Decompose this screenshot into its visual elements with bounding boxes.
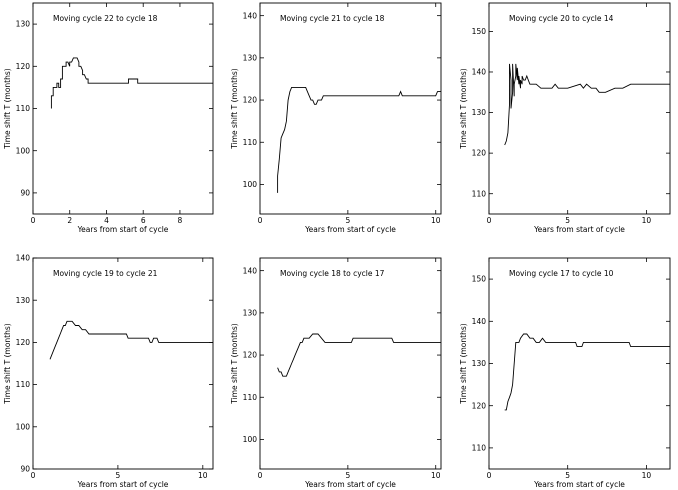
chart-panel-4: 0 5 10 90 100 110 120 130 140 Moving cycle 19 to …	[3, 254, 214, 489]
y-tick-label: 100	[16, 146, 31, 155]
x-tick-label: 0	[31, 216, 36, 225]
y-axis-label: Time shift T (months)	[230, 68, 239, 149]
series-line	[277, 86, 441, 193]
x-tick-label: 5	[565, 471, 570, 480]
y-tick-label: 140	[472, 68, 487, 77]
x-tick-label: 2	[67, 216, 72, 225]
y-tick-label: 130	[472, 359, 487, 368]
y-tick-label: 130	[243, 53, 258, 62]
y-tick-label: 140	[472, 317, 487, 326]
y-tick-label: 130	[472, 108, 487, 117]
x-tick-label: 0	[487, 471, 492, 480]
plot-frame	[32, 257, 214, 470]
x-axis-label: Years from start of cycle	[304, 225, 396, 234]
y-tick-label: 120	[243, 96, 258, 105]
series-line	[504, 63, 670, 146]
y-tick-label: 130	[16, 20, 31, 29]
y-tick-label: 100	[243, 435, 258, 444]
chart-title: Moving cycle 17 to cycle 10	[509, 269, 614, 278]
chart-title: Moving cycle 21 to cycle 18	[280, 14, 385, 23]
x-axis-label: Years from start of cycle	[304, 480, 396, 489]
y-tick-label: 120	[472, 149, 487, 158]
x-tick-label: 4	[104, 216, 109, 225]
y-tick-label: 110	[472, 189, 487, 198]
series-line	[49, 320, 213, 360]
x-tick-label: 5	[345, 216, 350, 225]
y-tick-label: 150	[472, 275, 487, 284]
y-axis-label: Time shift T (months)	[3, 323, 12, 404]
y-tick-label: 120	[16, 338, 31, 347]
series-line	[277, 333, 441, 377]
chart-panel-2: 0 5 10 100 110 120 130 140 Moving cycle 21 to cy…	[230, 2, 442, 234]
x-tick-label: 0	[258, 471, 263, 480]
y-tick-label: 140	[243, 266, 258, 275]
y-tick-label: 110	[16, 380, 31, 389]
y-tick-label: 120	[243, 351, 258, 360]
chart-panel-5: 0 5 10 100 110 120 130 140 Moving cycle 18 to cy…	[230, 257, 442, 489]
x-tick-label: 8	[178, 216, 183, 225]
x-tick-label: 0	[487, 216, 492, 225]
x-tick-label: 5	[116, 471, 121, 480]
x-tick-label: 0	[31, 471, 36, 480]
x-tick-label: 0	[258, 216, 263, 225]
x-axis-label: Years from start of cycle	[77, 225, 169, 234]
chart-title: Moving cycle 19 to cycle 21	[53, 269, 158, 278]
x-tick-label: 10	[198, 471, 208, 480]
x-tick-label: 10	[431, 471, 441, 480]
plot-frame	[32, 2, 214, 215]
y-tick-label: 120	[16, 62, 31, 71]
y-axis-label: Time shift T (months)	[459, 323, 468, 404]
y-tick-label: 150	[472, 27, 487, 36]
y-tick-label: 130	[16, 296, 31, 305]
x-tick-label: 10	[431, 216, 441, 225]
x-tick-label: 5	[345, 471, 350, 480]
y-axis-label: Time shift T (months)	[3, 68, 12, 149]
chart-panel-3: 0 5 10 110 120 130 140 150 Moving cycle 20 to cy…	[459, 2, 671, 234]
y-tick-label: 140	[16, 254, 31, 263]
chart-title: Moving cycle 18 to cycle 17	[280, 269, 385, 278]
y-tick-label: 140	[243, 11, 258, 20]
chart-title: Moving cycle 20 to cycle 14	[509, 14, 614, 23]
chart-title: Moving cycle 22 to cycle 18	[53, 14, 158, 23]
x-tick-label: 6	[141, 216, 146, 225]
y-tick-label: 100	[243, 180, 258, 189]
x-tick-label: 10	[642, 471, 652, 480]
x-tick-label: 5	[565, 216, 570, 225]
y-tick-label: 90	[20, 189, 30, 198]
plot-frame	[259, 2, 442, 215]
y-axis-label: Time shift T (months)	[230, 323, 239, 404]
plot-frame	[488, 257, 671, 470]
y-tick-label: 120	[472, 401, 487, 410]
x-axis-label: Years from start of cycle	[533, 480, 625, 489]
x-axis-label: Years from start of cycle	[533, 225, 625, 234]
y-axis-label: Time shift T (months)	[459, 68, 468, 149]
y-tick-label: 110	[243, 138, 258, 147]
x-axis-label: Years from start of cycle	[77, 480, 169, 489]
series-line	[504, 333, 670, 411]
y-tick-label: 90	[20, 465, 30, 474]
chart-panel-1: 0 2 4 6 8 90 100 110 120 130 Moving cycle 22 to cy…	[3, 2, 214, 234]
y-tick-label: 110	[243, 393, 258, 402]
x-tick-label: 10	[642, 216, 652, 225]
y-tick-label: 100	[16, 422, 31, 431]
y-tick-label: 110	[472, 444, 487, 453]
plot-frame	[488, 2, 671, 215]
y-tick-label: 110	[16, 104, 31, 113]
plot-frame	[259, 257, 442, 470]
chart-panel-6: 0 5 10 110 120 130 140 150 Moving cycle 17 to cy…	[459, 257, 671, 489]
series-line	[50, 57, 213, 109]
y-tick-label: 130	[243, 308, 258, 317]
